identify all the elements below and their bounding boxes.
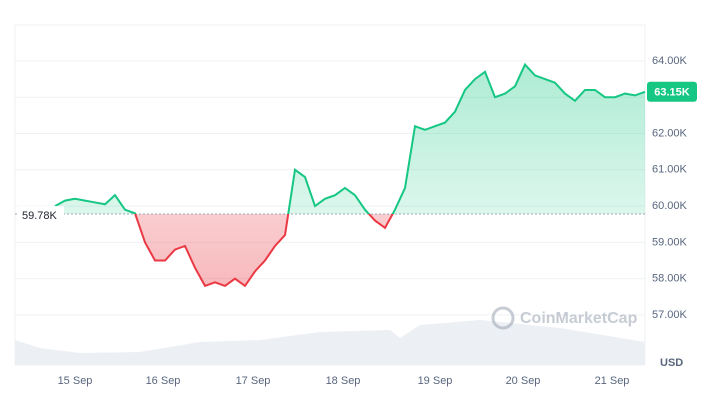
y-tick-label: 57.00K: [652, 309, 688, 321]
x-tick-label: 16 Sep: [146, 375, 181, 387]
y-tick-label: 64.00K: [652, 55, 688, 67]
x-tick-label: 21 Sep: [595, 375, 630, 387]
y-tick-label: 62.00K: [652, 127, 688, 139]
watermark-text: CoinMarketCap: [520, 310, 638, 327]
last-price-label: 63.15K: [654, 87, 690, 99]
area-down: [135, 214, 393, 286]
baseline-label-bg: [18, 206, 64, 223]
y-tick-label: 59.00K: [652, 236, 688, 248]
y-tick-label: 58.00K: [652, 273, 688, 285]
y-tick-label: 61.00K: [652, 164, 688, 176]
watermark: CoinMarketCap: [491, 306, 638, 330]
baseline-label: 59.78K: [22, 210, 58, 222]
x-tick-label: 17 Sep: [236, 375, 271, 387]
price-line-up: [54, 62, 646, 215]
price-line-down: [134, 214, 394, 288]
last-price-box: [647, 81, 697, 102]
x-tick-label: 20 Sep: [506, 375, 541, 387]
x-tick-label: 18 Sep: [326, 375, 361, 387]
x-tick-label: 15 Sep: [58, 375, 93, 387]
x-tick-label: 19 Sep: [418, 375, 453, 387]
area-up: [55, 64, 645, 215]
volume-area: [15, 320, 645, 365]
y-tick-label: 60.00K: [652, 200, 688, 212]
y-axis-label: USD: [660, 357, 683, 369]
